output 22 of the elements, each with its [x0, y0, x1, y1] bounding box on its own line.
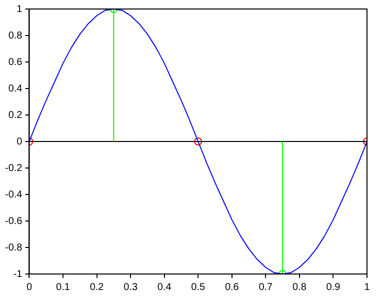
- y-tick-label: -0.4: [4, 189, 23, 200]
- y-tick-label: 0.2: [8, 110, 23, 121]
- y-tick-label: 0.8: [8, 30, 23, 42]
- x-tick-label: 0.6: [224, 282, 240, 293]
- x-tick-label: 0.4: [157, 282, 172, 293]
- y-tick-label: 0: [16, 136, 23, 148]
- y-tick-label: 0.6: [8, 56, 23, 68]
- x-tick-label: 0.8: [292, 282, 307, 293]
- x-tick-label: 0.1: [56, 282, 70, 293]
- x-tick-label: 0.9: [326, 282, 341, 293]
- y-tick-label: 0.4: [8, 83, 23, 94]
- x-tick-label: 0.5: [191, 282, 206, 293]
- x-tick-label: 0.7: [258, 282, 274, 293]
- y-tick-label: -0.2: [4, 162, 23, 174]
- y-tick-label: -0.6: [4, 216, 23, 227]
- y-tick-label: -1: [13, 268, 23, 280]
- y-tick-label: -0.8: [4, 242, 23, 254]
- x-tick-label: 0: [26, 282, 32, 293]
- x-tick-label: 0.2: [90, 282, 104, 293]
- x-tick-label: 1: [364, 282, 370, 293]
- y-tick-label: 1: [16, 4, 23, 15]
- x-tick-label: 0.3: [124, 282, 138, 293]
